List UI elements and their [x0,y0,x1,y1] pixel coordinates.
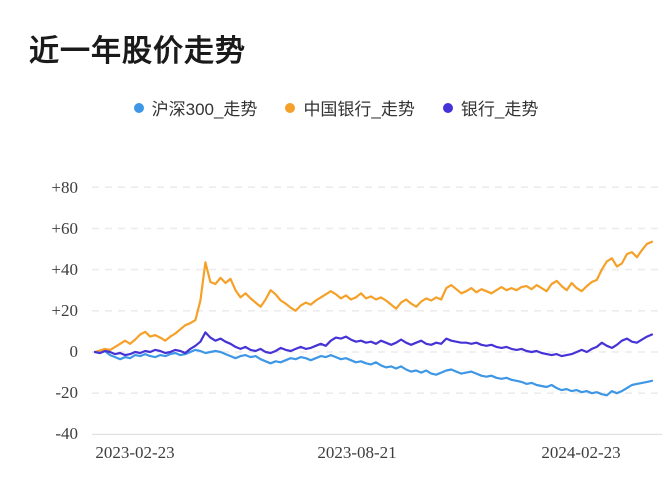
legend-item-banking-sector[interactable]: 银行_走势 [442,95,539,120]
series-line-银行_走势[interactable] [93,331,654,358]
chart-legend: 沪深300_走势 中国银行_走势 银行_走势 [0,95,672,120]
series-line-中国银行_走势[interactable] [93,240,654,354]
bank-of-china-series-dot-icon [285,102,296,113]
y-tick-zero: 0 [69,342,79,361]
y-tick-minus20: -20 [55,383,78,402]
legend-item-hs300[interactable]: 沪深300_走势 [133,95,258,120]
banking-sector-series-dot-icon [442,102,453,113]
y-tick-plus80: +80 [51,178,78,197]
y-tick-minus40: -40 [55,424,78,443]
legend-label-banking-sector: 银行_走势 [460,100,539,119]
x-tick-2024-02-23: 2024-02-23 [541,443,621,462]
y-tick-plus60: +60 [51,219,78,238]
legend-label-hs300: 沪深300_走势 [151,100,258,119]
legend-label-bank-of-china: 中国银行_走势 [303,100,415,119]
y-tick-plus40: +40 [51,260,78,279]
x-tick-2023-02-23: 2023-02-23 [95,443,175,462]
x-tick-2023-08-21: 2023-08-21 [317,443,397,462]
chart-title: 近一年股价走势 [29,35,246,68]
hs300-series-dot-icon [133,102,144,113]
legend-item-bank-of-china[interactable]: 中国银行_走势 [285,95,415,120]
y-tick-plus20: +20 [51,301,78,320]
series-line-沪深300_走势[interactable] [93,348,654,397]
